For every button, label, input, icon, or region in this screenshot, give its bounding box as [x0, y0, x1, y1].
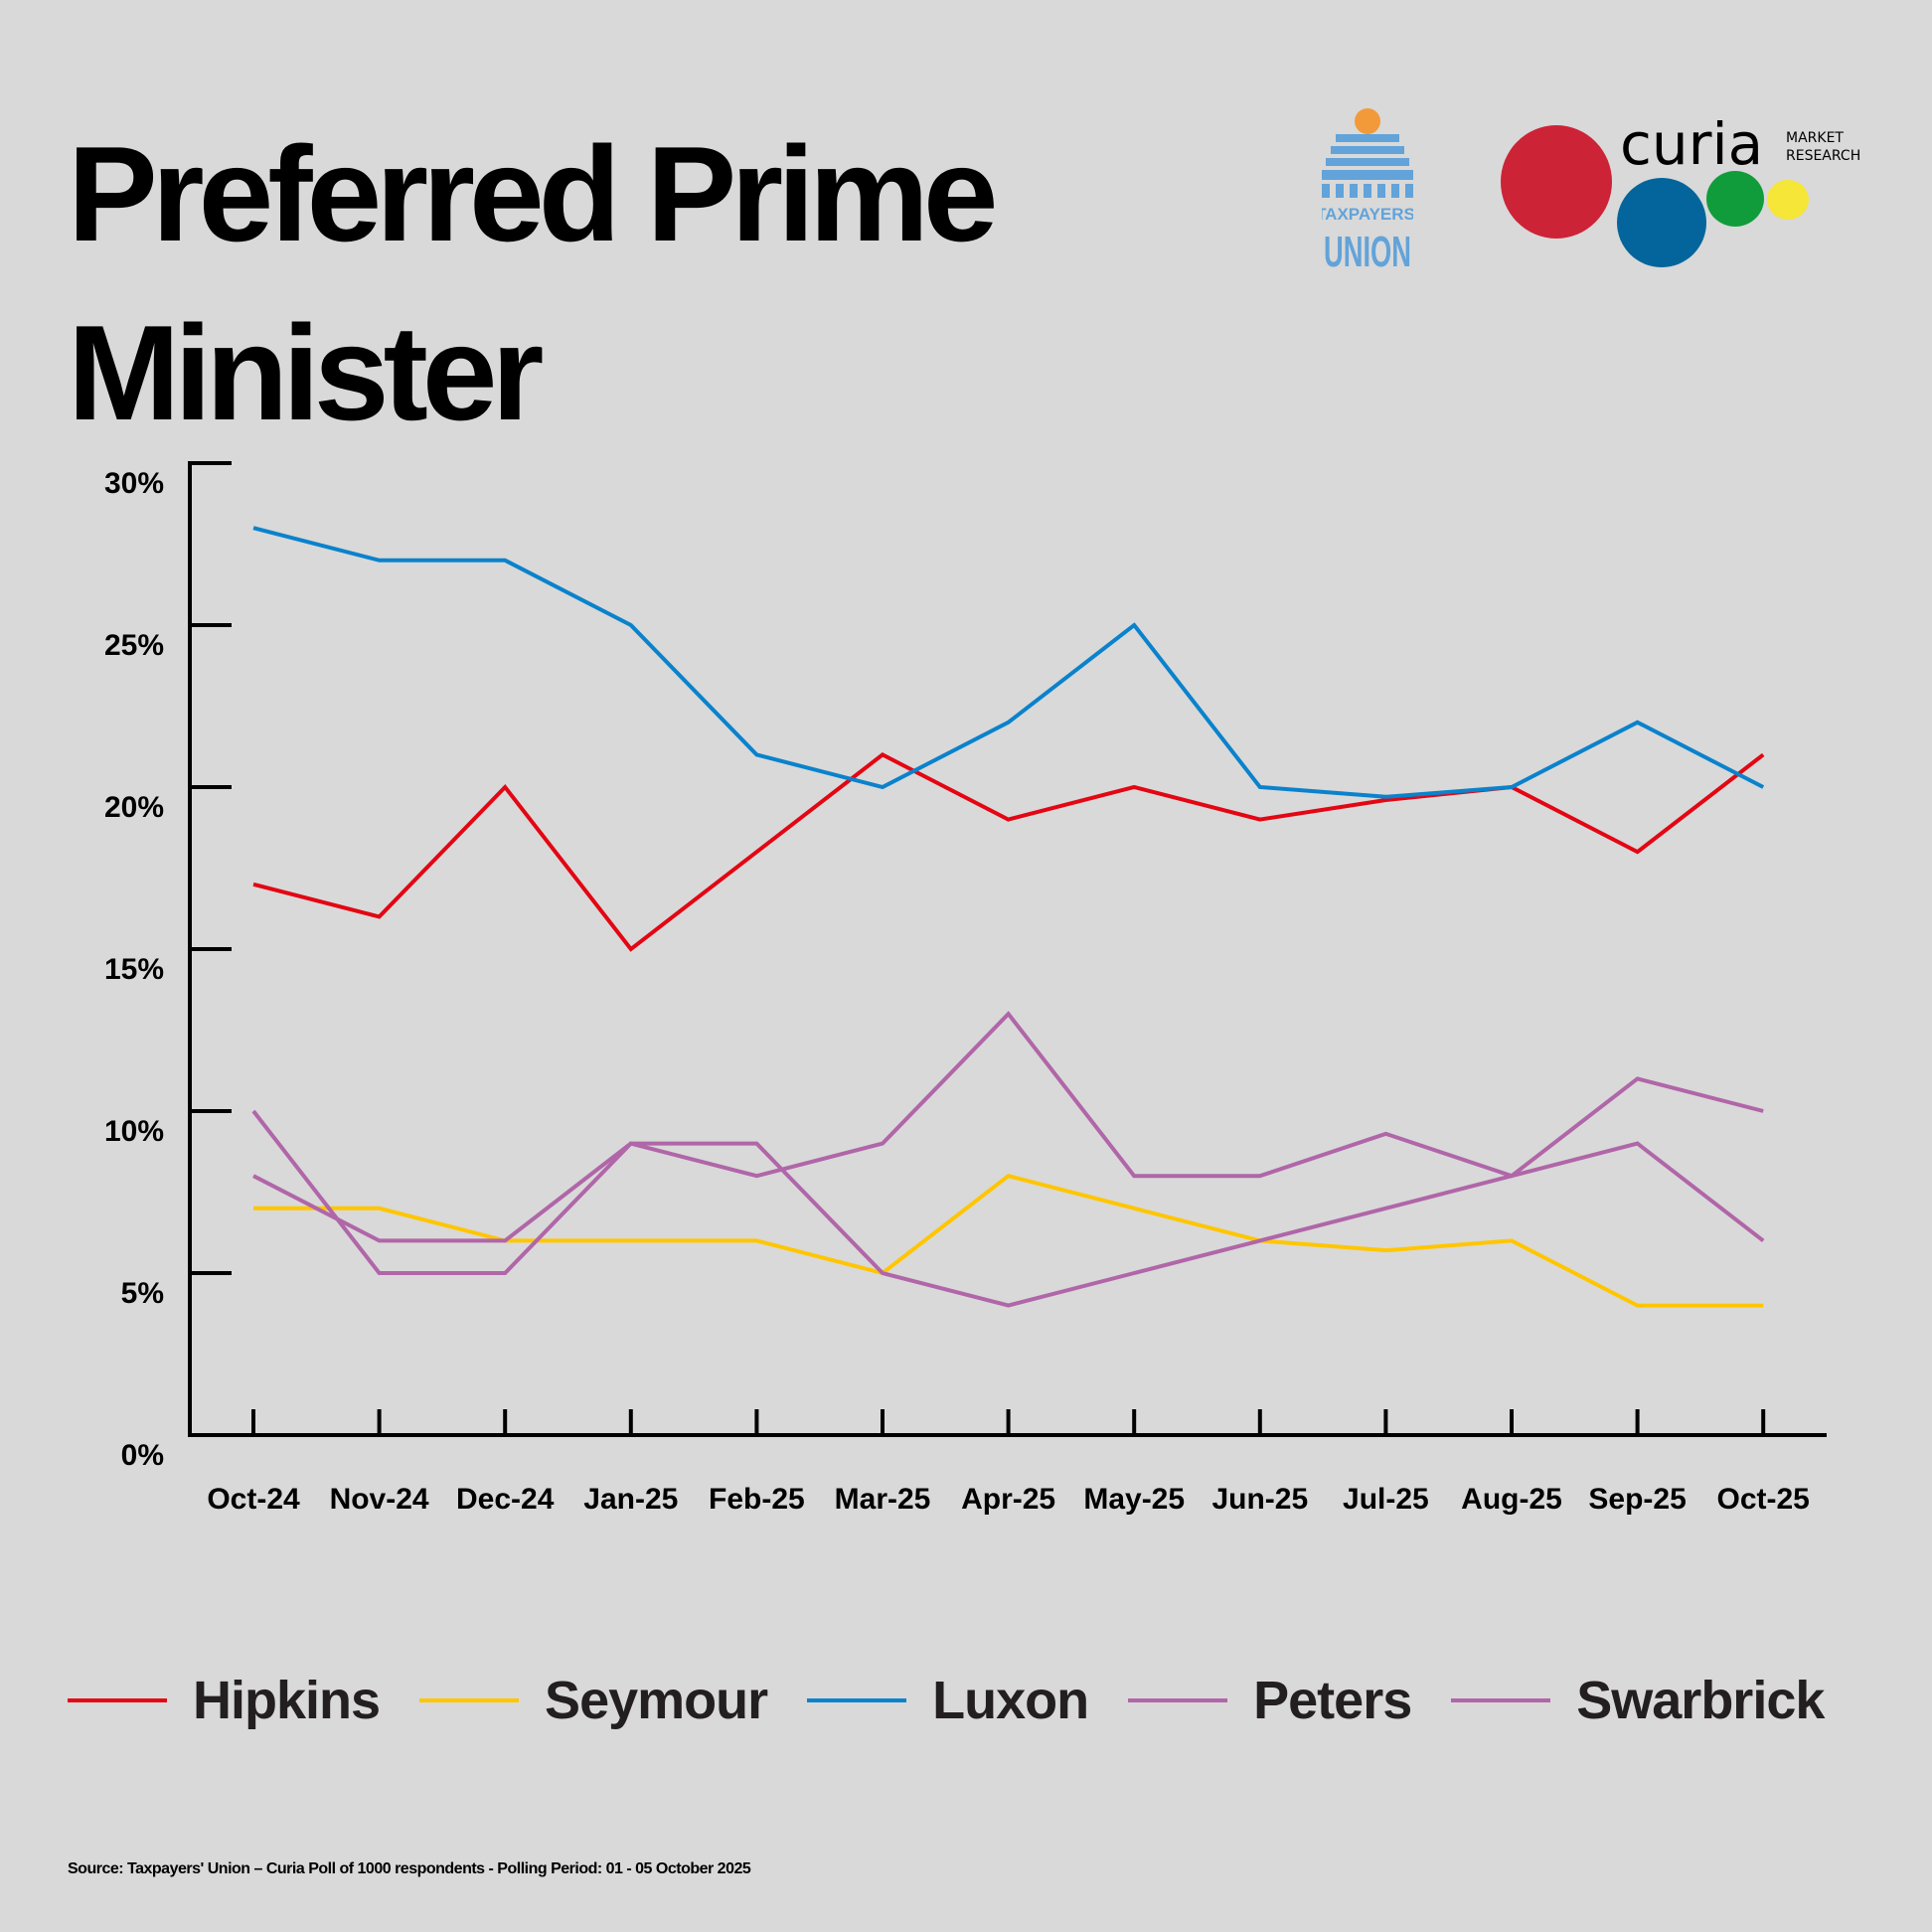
x-tick-label: Aug-25 — [1461, 1483, 1562, 1516]
legend-label: Peters — [1253, 1671, 1412, 1730]
y-tick-label: 5% — [121, 1277, 164, 1310]
source-note: Source: Taxpayers' Union – Curia Poll of… — [68, 1860, 751, 1877]
legend-label: Luxon — [932, 1671, 1089, 1730]
y-tick-label: 10% — [104, 1115, 164, 1148]
series-lines — [251, 526, 1765, 1308]
legend-label: Hipkins — [193, 1671, 381, 1730]
series-line-peters — [252, 1011, 1764, 1243]
line-chart: 0% 5% 10% 15% 20% 25% 30% Oct-24 Nov-24 Dec-24 Ja… — [104, 461, 1827, 1516]
x-tick-label: Apr-25 — [961, 1483, 1055, 1516]
legend-item-hipkins: Hipkins — [68, 1670, 381, 1731]
taxpayers-union-logo: TAXPAYERS' UNION — [1322, 108, 1413, 271]
legend-swatch — [419, 1698, 520, 1702]
y-tick-label: 15% — [104, 953, 164, 986]
y-tick-label: 0% — [121, 1439, 164, 1472]
legend: Hipkins Seymour Luxon Peters Swarbrick — [68, 1670, 1863, 1731]
x-tick-label: Nov-24 — [330, 1483, 429, 1516]
x-tick-label: Dec-24 — [456, 1483, 555, 1516]
y-tick-label: 20% — [104, 791, 164, 824]
y-tick-label: 25% — [104, 629, 164, 662]
x-tick-label: Sep-25 — [1588, 1483, 1686, 1516]
legend-item-luxon: Luxon — [807, 1670, 1089, 1731]
legend-item-seymour: Seymour — [419, 1670, 768, 1731]
chart-title: Preferred Prime Minister — [68, 118, 999, 448]
y-tick-label: 30% — [104, 467, 164, 500]
curia-sub1: MARKET — [1786, 130, 1844, 146]
x-tick-label: Jun-25 — [1211, 1483, 1308, 1516]
logo-tu-line1: TAXPAYERS' — [1322, 205, 1413, 224]
kiwi-sun-icon — [1355, 108, 1380, 134]
legend-label: Swarbrick — [1576, 1671, 1825, 1730]
legend-swatch — [807, 1698, 907, 1702]
legend-label: Seymour — [545, 1671, 768, 1730]
x-tick-labels: Oct-24 Nov-24 Dec-24 Jan-25 Feb-25 Mar-25 Apr-… — [207, 1483, 1810, 1516]
x-tick-label: Oct-24 — [207, 1483, 300, 1516]
series-line-hipkins — [252, 752, 1765, 952]
legend-swatch — [1451, 1698, 1551, 1702]
series-line-swarbrick — [251, 1109, 1765, 1308]
x-tick-label: May-25 — [1083, 1483, 1185, 1516]
x-tick-label: Oct-25 — [1717, 1483, 1810, 1516]
legend-item-peters: Peters — [1128, 1670, 1412, 1731]
x-tick-label: Feb-25 — [709, 1483, 805, 1516]
x-tick-label: Mar-25 — [835, 1483, 931, 1516]
logo-tu-line2: UNION — [1324, 228, 1411, 271]
axes — [188, 461, 1827, 1437]
y-tick-labels: 0% 5% 10% 15% 20% 25% 30% — [104, 467, 164, 1472]
x-tick-label: Jul-25 — [1343, 1483, 1429, 1516]
curia-sub2: RESEARCH — [1786, 148, 1860, 164]
legend-item-swarbrick: Swarbrick — [1451, 1670, 1825, 1731]
curia-name: curia — [1620, 117, 1763, 178]
series-line-luxon — [252, 526, 1765, 799]
curia-logo: curia MARKET RESEARCH — [1501, 117, 1860, 267]
legend-swatch — [1128, 1698, 1228, 1702]
legend-swatch — [68, 1698, 167, 1702]
x-tick-label: Jan-25 — [583, 1483, 678, 1516]
